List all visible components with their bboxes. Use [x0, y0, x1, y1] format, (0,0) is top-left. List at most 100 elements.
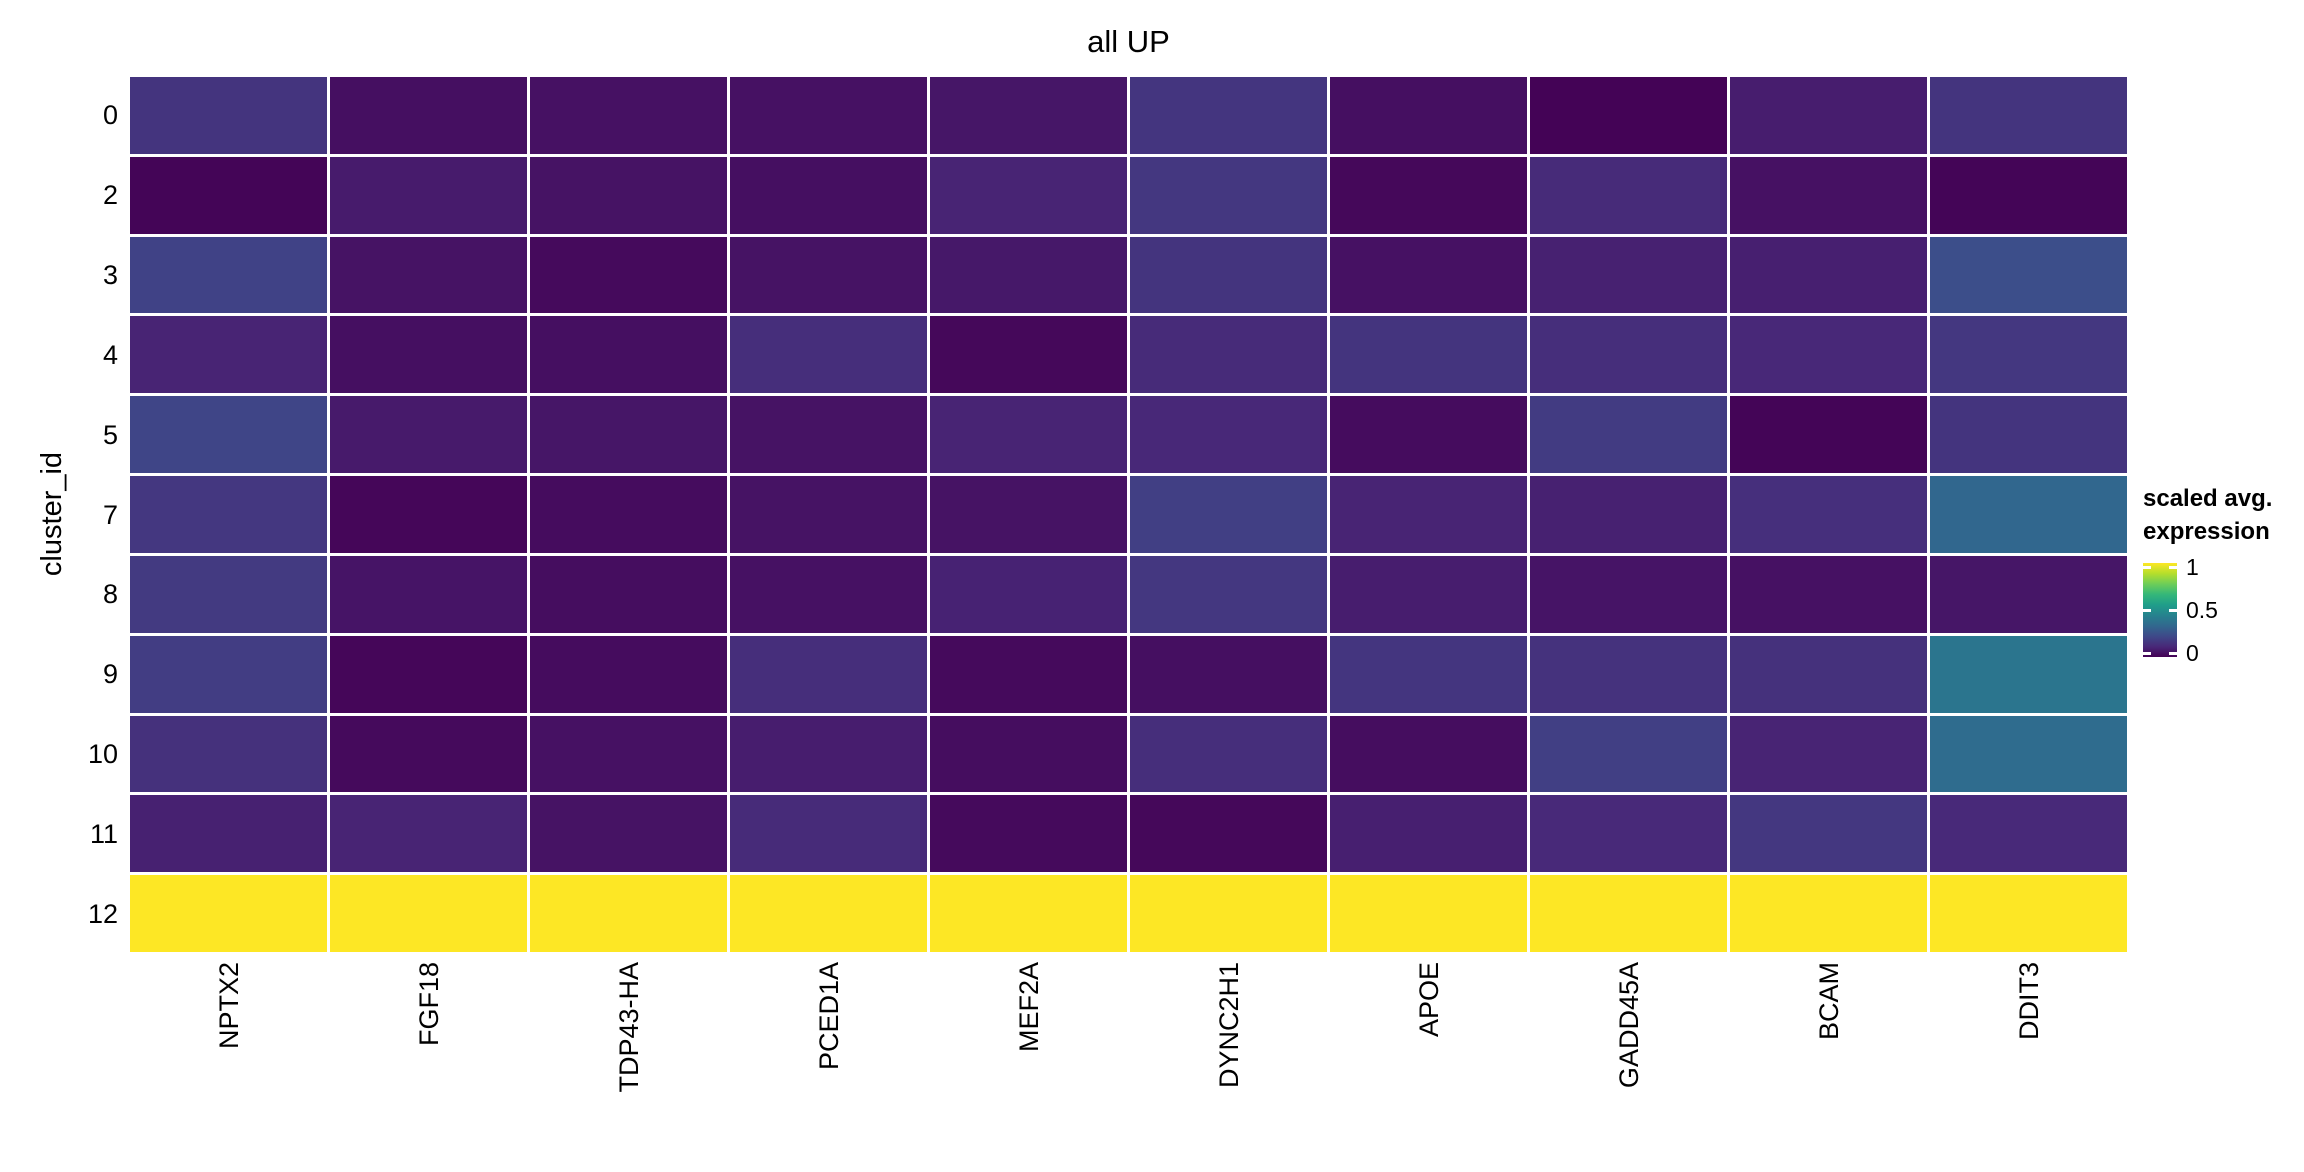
- heatmap-cell: [130, 316, 327, 394]
- heatmap-cell: [1330, 795, 1527, 873]
- heatmap-cell: [1730, 156, 1927, 234]
- heatmap-cell: [1730, 236, 1927, 314]
- y-tick-label: 5: [102, 419, 118, 450]
- heatmap-cell: [330, 316, 527, 394]
- heatmap-cell: [1530, 555, 1727, 633]
- heatmap-cell: [1130, 476, 1327, 553]
- heatmap-cell: [930, 875, 1127, 952]
- y-tick-label: 9: [102, 659, 118, 690]
- heatmap-cell: [930, 555, 1127, 633]
- heatmap-cell: [730, 875, 927, 952]
- heatmap-cell: [1930, 635, 2127, 713]
- heatmap-cell: [1330, 555, 1527, 633]
- y-tick-label: 3: [102, 260, 118, 291]
- heatmap-cell: [1330, 875, 1527, 952]
- heatmap-cell: [130, 156, 327, 234]
- heatmap-cell: [1930, 795, 2127, 873]
- x-tick-label: MEF2A: [1013, 962, 1044, 1053]
- heatmap-cell: [1930, 476, 2127, 553]
- heatmap-cell: [1130, 156, 1327, 234]
- heatmap-cell: [1930, 77, 2127, 154]
- heatmap-grid: [130, 77, 2127, 952]
- heatmap-cell: [1530, 795, 1727, 873]
- legend-tick-mark: [2169, 609, 2177, 612]
- heatmap-cell: [1330, 476, 1527, 553]
- heatmap-cell: [330, 715, 527, 793]
- y-tick-label: 0: [102, 100, 118, 131]
- heatmap-cell: [1130, 77, 1327, 154]
- heatmap-cell: [530, 156, 727, 234]
- heatmap-cell: [1130, 316, 1327, 394]
- heatmap-cell: [1730, 635, 1927, 713]
- heatmap-cell: [1730, 396, 1927, 474]
- heatmap-cell: [1730, 77, 1927, 154]
- heatmap-cell: [1330, 236, 1527, 314]
- legend-colorbar: [2143, 563, 2177, 657]
- y-tick-label: 10: [87, 738, 118, 769]
- heatmap-cell: [1730, 875, 1927, 952]
- heatmap-cell: [1930, 396, 2127, 474]
- x-tick-label: DYNC2H1: [1213, 962, 1244, 1089]
- heatmap-cell: [1930, 156, 2127, 234]
- heatmap-cell: [1530, 236, 1727, 314]
- heatmap-cell: [1130, 555, 1327, 633]
- y-tick-label: 8: [102, 579, 118, 610]
- heatmap-cell: [1130, 795, 1327, 873]
- heatmap-cell: [730, 715, 927, 793]
- heatmap-cell: [730, 635, 927, 713]
- heatmap-cell: [1130, 635, 1327, 713]
- x-tick-label: NPTX2: [213, 962, 244, 1050]
- heatmap-cell: [530, 555, 727, 633]
- heatmap-cell: [130, 77, 327, 154]
- heatmap-cell: [130, 875, 327, 952]
- y-tick-label: 11: [89, 818, 118, 849]
- legend-tick-mark: [2169, 652, 2177, 655]
- heatmap-cell: [1930, 236, 2127, 314]
- x-tick-label: TDP43-HA: [613, 962, 644, 1093]
- legend-title-line-2: expression: [2143, 518, 2270, 545]
- heatmap-cell: [930, 77, 1127, 154]
- legend-tick-label: 1: [2186, 554, 2199, 580]
- heatmap-cell: [330, 396, 527, 474]
- heatmap-cell: [130, 635, 327, 713]
- heatmap-cell: [130, 795, 327, 873]
- heatmap-cell: [1530, 715, 1727, 793]
- heatmap-cell: [330, 635, 527, 713]
- x-tick-label: PCED1A: [813, 962, 844, 1071]
- heatmap-cell: [330, 555, 527, 633]
- heatmap-cell: [1930, 316, 2127, 394]
- heatmap-cell: [1330, 396, 1527, 474]
- heatmap-cell: [1530, 77, 1727, 154]
- heatmap-cell: [1330, 316, 1527, 394]
- heatmap-cell: [530, 635, 727, 713]
- y-tick-label: 4: [102, 339, 118, 370]
- heatmap-cell: [730, 396, 927, 474]
- heatmap-cell: [530, 875, 727, 952]
- heatmap-cell: [1330, 156, 1527, 234]
- heatmap-cell: [330, 77, 527, 154]
- heatmap-cell: [530, 476, 727, 553]
- heatmap-cell: [1530, 875, 1727, 952]
- legend-tick-mark: [2143, 566, 2151, 569]
- heatmap-cell: [330, 875, 527, 952]
- legend-tick-mark: [2143, 652, 2151, 655]
- heatmap-cell: [530, 396, 727, 474]
- y-tick-label: 12: [87, 898, 118, 929]
- heatmap-cell: [1130, 875, 1327, 952]
- heatmap-cell: [130, 555, 327, 633]
- heatmap-cell: [1330, 715, 1527, 793]
- legend-title: scaled avg. expression: [2143, 482, 2304, 548]
- y-tick-label: 2: [102, 180, 118, 211]
- heatmap-cell: [1730, 715, 1927, 793]
- heatmap-cell: [530, 316, 727, 394]
- heatmap-cell: [730, 316, 927, 394]
- heatmap-cell: [730, 236, 927, 314]
- heatmap-cell: [930, 715, 1127, 793]
- heatmap-cell: [1730, 316, 1927, 394]
- heatmap-cell: [730, 476, 927, 553]
- x-tick-label: GADD45A: [1613, 962, 1644, 1089]
- heatmap-cell: [1930, 555, 2127, 633]
- heatmap-cell: [1330, 77, 1527, 154]
- heatmap-cell: [930, 236, 1127, 314]
